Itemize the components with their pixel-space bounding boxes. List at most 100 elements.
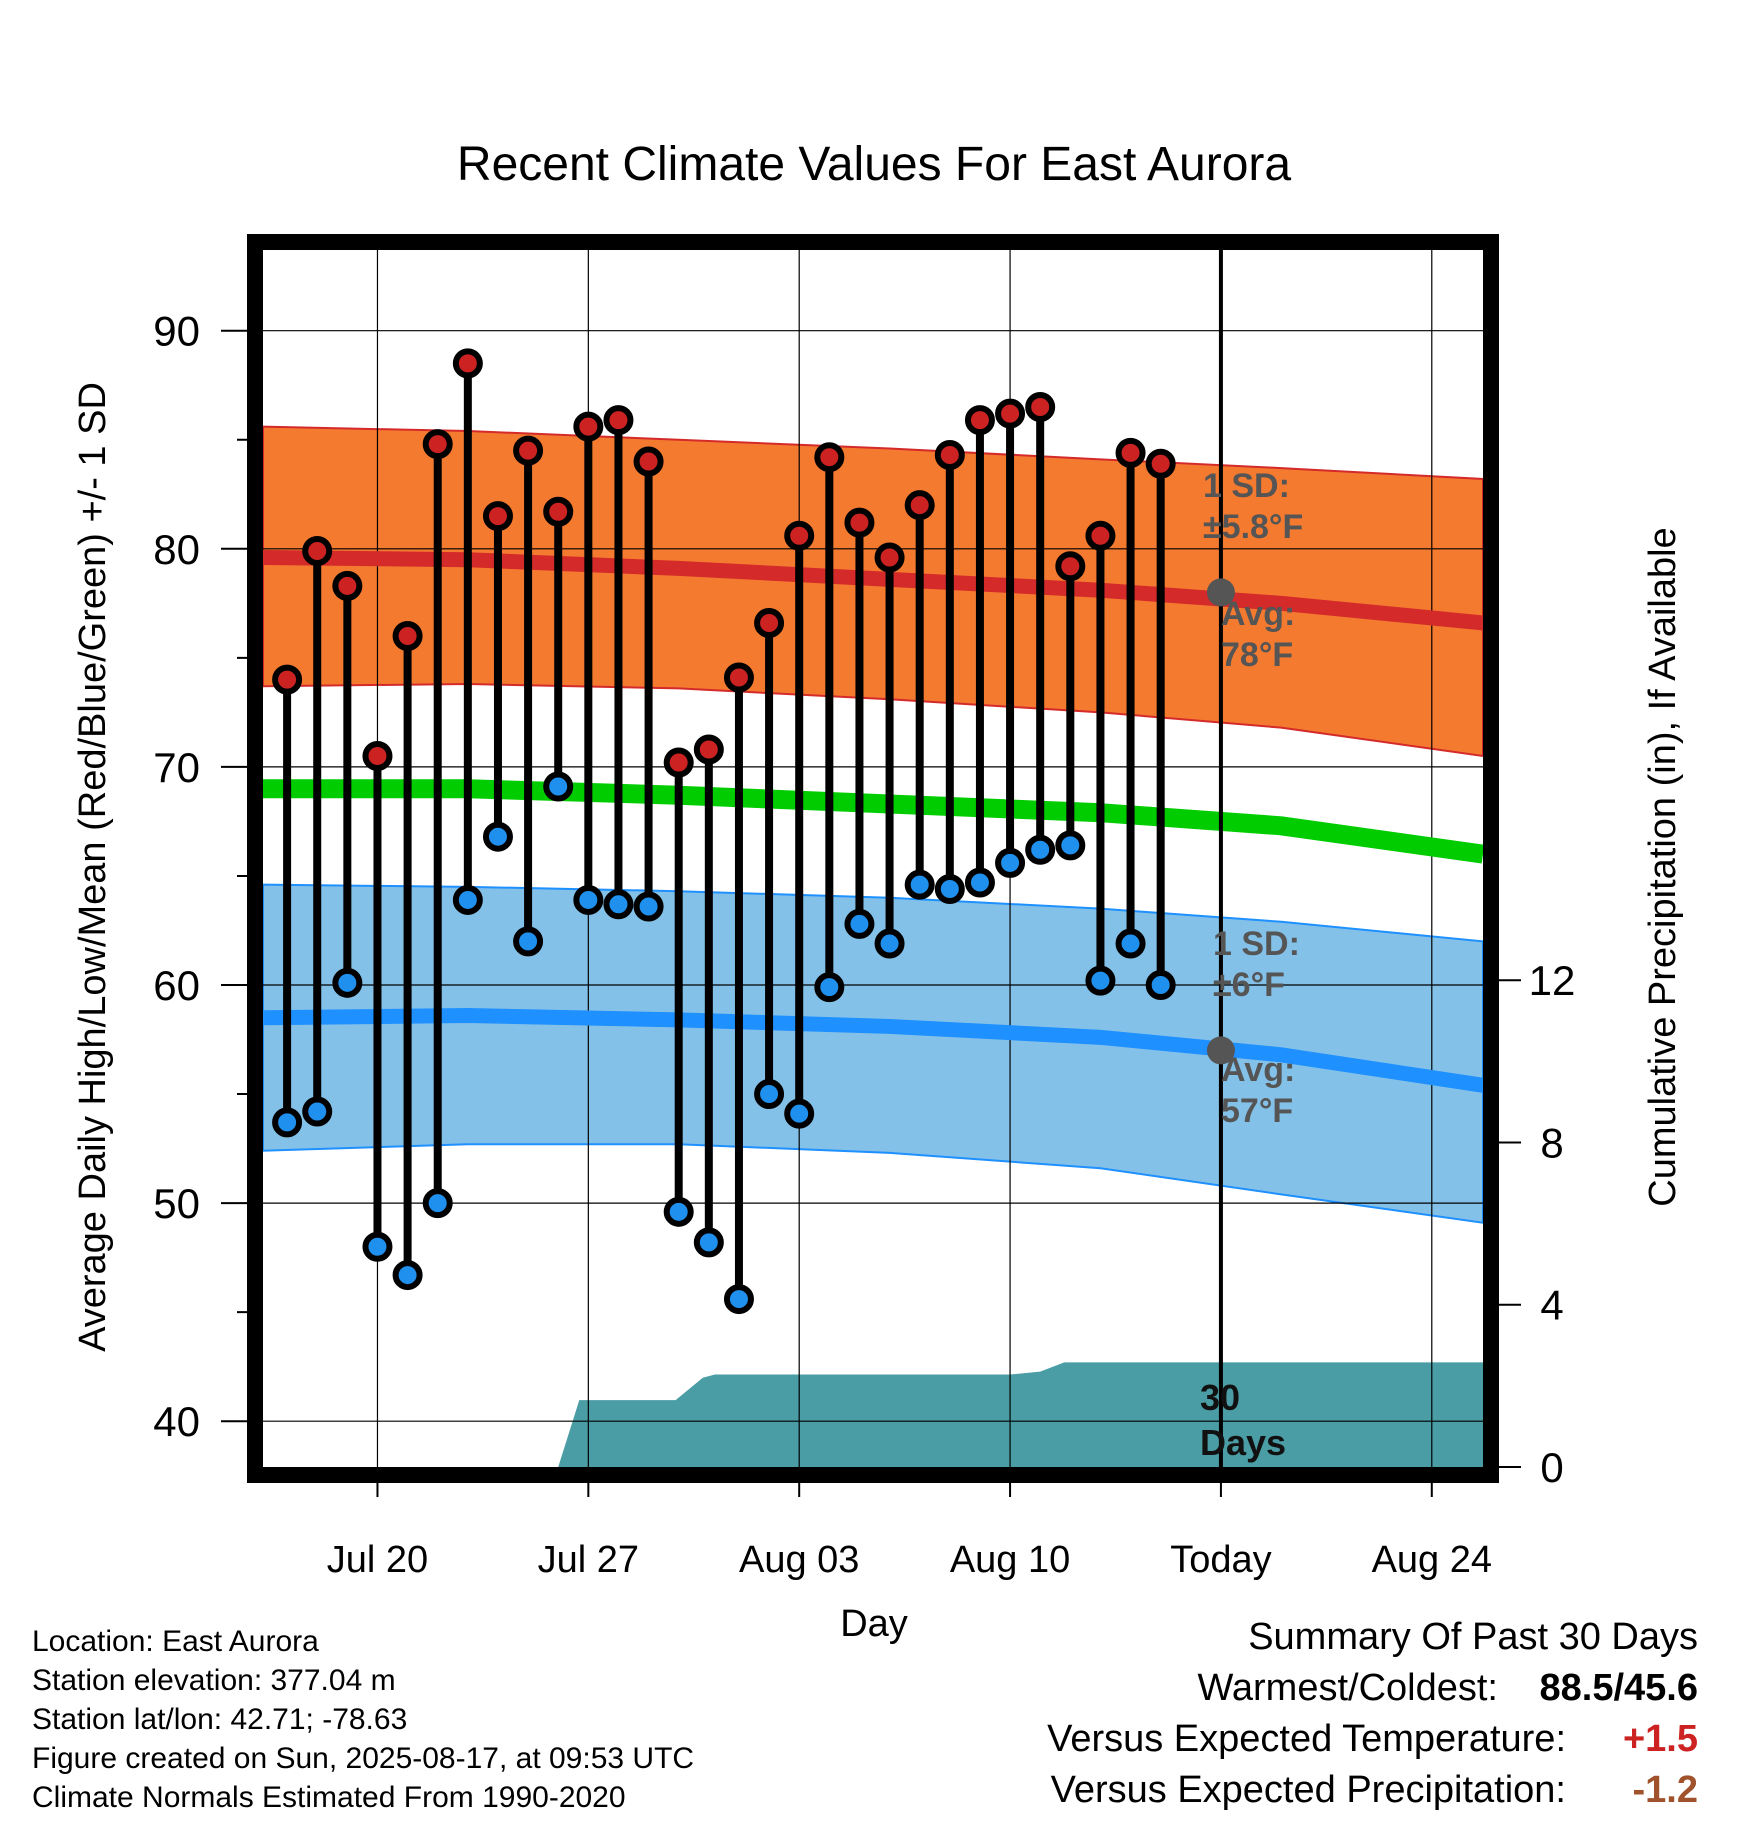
daily-high-point-7: [482, 501, 513, 532]
x-tick-label-2: Aug 03: [739, 1539, 859, 1581]
y-tick-label-60: 60: [153, 962, 200, 1009]
precip-period-label-2: Days: [1200, 1422, 1286, 1463]
info-latlon: Station lat/lon: 42.71; -78.63: [32, 1703, 408, 1736]
y2-tick-label-4: 4: [1540, 1282, 1563, 1329]
daily-low-point-5: [422, 1188, 453, 1219]
plot-frame: [247, 234, 1499, 1483]
daily-high-point-19: [844, 507, 875, 538]
y-axis-label: Average Daily High/Low/Mean (Red/Blue/Gr…: [72, 382, 114, 1352]
low-sd-label-2: ±6°F: [1213, 966, 1285, 1004]
daily-low-point-4: [392, 1260, 423, 1291]
daily-high-point-10: [573, 411, 604, 442]
daily-low-point-29: [1145, 969, 1176, 1000]
daily-low-point-12: [633, 891, 664, 922]
daily-low-point-10: [573, 884, 604, 915]
daily-low-point-24: [995, 847, 1026, 878]
summary-precip-value: -1.2: [1632, 1769, 1698, 1811]
daily-high-point-18: [814, 442, 845, 473]
y-tick-label-80: 80: [153, 526, 200, 573]
daily-low-point-16: [754, 1079, 785, 1110]
daily-high-point-8: [513, 435, 544, 466]
daily-high-point-27: [1085, 520, 1116, 551]
daily-low-point-0: [272, 1107, 303, 1138]
high-sd-label-2: ±5.8°F: [1203, 508, 1303, 546]
daily-low-point-21: [904, 869, 935, 900]
daily-high-point-2: [332, 570, 363, 601]
daily-high-point-15: [723, 662, 754, 693]
daily-low-point-26: [1055, 830, 1086, 861]
daily-high-point-28: [1115, 437, 1146, 468]
daily-low-point-3: [362, 1231, 393, 1262]
today-avg-high-marker: [1206, 578, 1235, 607]
y-tick-label-70: 70: [153, 744, 200, 791]
x-tick-label-1: Jul 27: [538, 1539, 639, 1581]
daily-low-point-2: [332, 967, 363, 998]
daily-high-point-5: [422, 429, 453, 460]
daily-low-point-14: [693, 1227, 724, 1258]
daily-high-point-12: [633, 446, 664, 477]
x-axis-label: Day: [840, 1603, 908, 1645]
summary-precip-label: Versus Expected Precipitation:: [1050, 1769, 1566, 1811]
daily-low-point-15: [723, 1284, 754, 1315]
daily-low-point-8: [513, 926, 544, 957]
daily-high-point-17: [784, 520, 815, 551]
daily-high-point-4: [392, 621, 423, 652]
daily-low-point-9: [543, 771, 574, 802]
info-elevation: Station elevation: 377.04 m: [32, 1664, 396, 1697]
x-tick-label-3: Aug 10: [950, 1539, 1070, 1581]
chart-title: Recent Climate Values For East Aurora: [457, 138, 1291, 191]
y2-axis-label: Cumulative Precipitation (in), If Availa…: [1642, 527, 1684, 1206]
x-tick-label-5: Aug 24: [1372, 1539, 1492, 1581]
precip-period-label-1: 30: [1200, 1377, 1240, 1418]
daily-high-point-21: [904, 490, 935, 521]
high-sd-label-1: 1 SD:: [1203, 467, 1290, 505]
y2-tick-label-8: 8: [1540, 1119, 1563, 1166]
daily-low-point-1: [302, 1096, 333, 1127]
x-tick-label-0: Jul 20: [327, 1539, 428, 1581]
daily-high-point-26: [1055, 551, 1086, 582]
high-avg-label-1: Avg:: [1221, 595, 1295, 633]
daily-high-point-9: [543, 496, 574, 527]
today-avg-low-marker: [1206, 1036, 1235, 1065]
daily-low-point-25: [1025, 834, 1056, 865]
daily-high-point-22: [934, 440, 965, 471]
x-tick-label-4: Today: [1170, 1539, 1271, 1581]
y2-tick-label-12: 12: [1529, 957, 1576, 1004]
summary-temp-label: Versus Expected Temperature:: [1047, 1718, 1566, 1760]
daily-low-point-11: [603, 889, 634, 920]
y-tick-label-90: 90: [153, 308, 200, 355]
daily-high-point-20: [874, 542, 905, 573]
daily-high-point-24: [995, 398, 1026, 429]
daily-low-point-20: [874, 928, 905, 959]
y-tick-label-50: 50: [153, 1180, 200, 1227]
daily-low-point-7: [482, 821, 513, 852]
daily-low-point-27: [1085, 965, 1116, 996]
summary-warm-value: 88.5/45.6: [1539, 1667, 1698, 1709]
daily-low-point-13: [663, 1196, 694, 1227]
daily-high-point-0: [272, 664, 303, 695]
low-sd-label-1: 1 SD:: [1213, 925, 1300, 963]
daily-high-point-6: [452, 348, 483, 379]
summary-warm-label: Warmest/Coldest:: [1197, 1667, 1498, 1709]
daily-low-point-6: [452, 884, 483, 915]
low-avg-label-2: 57°F: [1221, 1092, 1293, 1130]
avg-low-line: [262, 1008, 1485, 1093]
daily-low-point-18: [814, 972, 845, 1003]
daily-high-point-3: [362, 740, 393, 771]
info-created: Figure created on Sun, 2025-08-17, at 09…: [32, 1742, 695, 1775]
low-avg-label-1: Avg:: [1221, 1051, 1295, 1089]
high-avg-label-2: 78°F: [1221, 636, 1293, 674]
daily-high-point-14: [693, 734, 724, 765]
daily-low-point-28: [1115, 928, 1146, 959]
info-location: Location: East Aurora: [32, 1625, 319, 1658]
summary-temp-value: +1.5: [1622, 1718, 1698, 1760]
daily-high-point-29: [1145, 448, 1176, 479]
daily-high-point-25: [1025, 392, 1056, 423]
y2-tick-label-0: 0: [1540, 1444, 1563, 1491]
summary-heading: Summary Of Past 30 Days: [1248, 1616, 1698, 1658]
precip-area: [558, 1362, 1483, 1467]
daily-high-point-13: [663, 747, 694, 778]
daily-low-point-17: [784, 1098, 815, 1129]
